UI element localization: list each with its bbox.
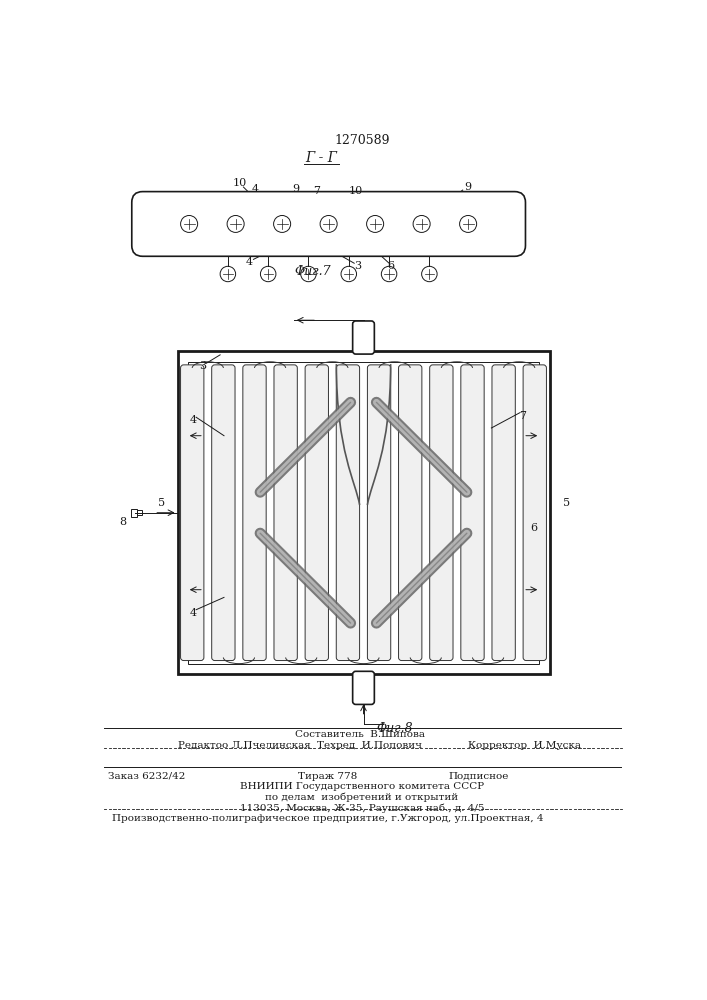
FancyBboxPatch shape xyxy=(492,365,515,661)
Text: Составитель  В.Шипова: Составитель В.Шипова xyxy=(295,730,425,739)
Bar xyxy=(137,510,142,515)
FancyBboxPatch shape xyxy=(274,365,298,661)
Text: 4: 4 xyxy=(189,415,197,425)
Text: 10: 10 xyxy=(349,186,363,196)
FancyBboxPatch shape xyxy=(368,365,391,661)
Text: Техред  И.Попович: Техред И.Попович xyxy=(317,741,422,750)
Text: 113035, Москва, Ж-35, Раушская наб., д. 4/5: 113035, Москва, Ж-35, Раушская наб., д. … xyxy=(240,804,484,813)
Text: Г - Г: Г - Г xyxy=(305,151,337,165)
Text: 6: 6 xyxy=(387,261,395,271)
FancyBboxPatch shape xyxy=(461,365,484,661)
Text: Подписное: Подписное xyxy=(449,772,509,781)
FancyBboxPatch shape xyxy=(211,365,235,661)
Text: 7: 7 xyxy=(313,186,320,196)
Text: 5: 5 xyxy=(563,498,570,508)
Text: 3: 3 xyxy=(354,261,362,271)
Text: 4: 4 xyxy=(252,184,259,194)
Text: 7: 7 xyxy=(519,411,526,421)
Bar xyxy=(188,362,539,664)
FancyBboxPatch shape xyxy=(132,192,525,256)
Text: ВНИИПИ Государственного комитета СССР: ВНИИПИ Государственного комитета СССР xyxy=(240,782,484,791)
Bar xyxy=(131,509,137,517)
FancyBboxPatch shape xyxy=(243,365,266,661)
Text: 4: 4 xyxy=(246,257,253,267)
Text: Заказ 6232/42: Заказ 6232/42 xyxy=(107,772,185,781)
FancyBboxPatch shape xyxy=(399,365,422,661)
FancyBboxPatch shape xyxy=(523,365,547,661)
FancyBboxPatch shape xyxy=(353,321,374,354)
Text: 3: 3 xyxy=(199,361,206,371)
Text: 9: 9 xyxy=(293,184,300,194)
Text: Производственно-полиграфическое предприятие, г.Ужгород, ул.Проектная, 4: Производственно-полиграфическое предприя… xyxy=(112,814,543,823)
Bar xyxy=(177,351,549,674)
FancyBboxPatch shape xyxy=(430,365,453,661)
Text: Корректор  И.Муска: Корректор И.Муска xyxy=(468,741,581,750)
Text: 10: 10 xyxy=(233,178,247,188)
FancyBboxPatch shape xyxy=(305,365,329,661)
FancyBboxPatch shape xyxy=(180,365,204,661)
Text: 1270589: 1270589 xyxy=(334,134,390,147)
Text: Редактоо Л.Пчелинская: Редактоо Л.Пчелинская xyxy=(177,741,310,750)
Text: 5: 5 xyxy=(158,498,165,508)
Text: Тираж 778: Тираж 778 xyxy=(298,772,357,781)
Text: 8: 8 xyxy=(119,517,127,527)
Text: Φиг.8: Φиг.8 xyxy=(376,722,413,735)
Text: 4: 4 xyxy=(189,608,197,618)
Text: по делам  изобретений и открытий: по делам изобретений и открытий xyxy=(265,793,459,802)
Text: 6: 6 xyxy=(530,523,537,533)
FancyBboxPatch shape xyxy=(337,365,360,661)
FancyBboxPatch shape xyxy=(353,671,374,704)
Text: Φиг.7: Φиг.7 xyxy=(295,265,332,278)
Text: 9: 9 xyxy=(464,182,472,192)
